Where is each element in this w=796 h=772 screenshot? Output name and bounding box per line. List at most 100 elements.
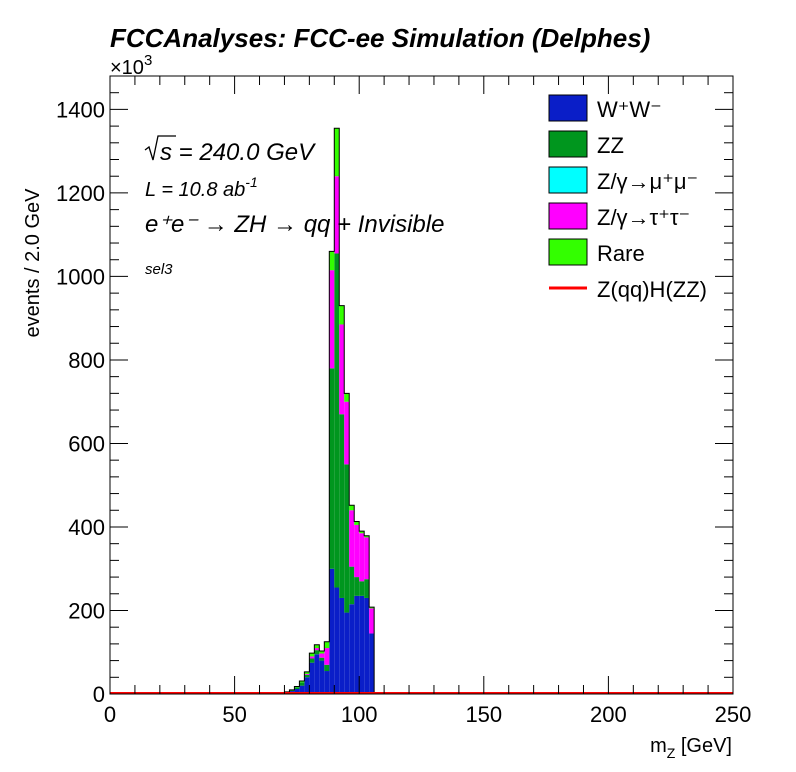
x-tick-label: 100 bbox=[341, 702, 378, 727]
x-tick-label: 150 bbox=[465, 702, 502, 727]
bar-rare-10 bbox=[334, 128, 340, 177]
bar-w-w--8 bbox=[324, 671, 330, 694]
bar-z--7 bbox=[319, 653, 325, 658]
y-tick-label: 200 bbox=[68, 598, 105, 623]
legend-label-w-w-: W⁺W⁻ bbox=[597, 97, 662, 122]
bar-z--17 bbox=[369, 608, 375, 634]
bar-z--8 bbox=[324, 648, 330, 665]
bar-z--6 bbox=[314, 648, 320, 651]
x-tick-label: 200 bbox=[590, 702, 627, 727]
legend-label-zz: ZZ bbox=[597, 133, 624, 158]
bar-rare-6 bbox=[314, 644, 320, 649]
x-tick-label: 0 bbox=[104, 702, 116, 727]
bar-rare-12 bbox=[344, 393, 350, 402]
bar-w-w--17 bbox=[369, 633, 375, 694]
bar-w-w--4 bbox=[304, 677, 310, 694]
x-tick-label: 50 bbox=[222, 702, 246, 727]
x-axis: 0 50 100 150 200 250 bbox=[104, 76, 751, 727]
bar-rare-3 bbox=[299, 681, 305, 683]
bar-w-w--12 bbox=[344, 612, 350, 694]
process-annotation: e⁺e⁻ → ZH → qq + Invisible bbox=[145, 211, 444, 238]
bar-zz-15 bbox=[359, 581, 365, 596]
legend-swatch-zz bbox=[548, 130, 588, 158]
bar-z--12 bbox=[344, 401, 350, 465]
bar-rare-16 bbox=[364, 535, 370, 538]
bar-zz-1 bbox=[289, 690, 295, 692]
bar-w-w--10 bbox=[334, 587, 340, 694]
bar-zz-8 bbox=[324, 664, 330, 672]
selection-annotation: sel3 bbox=[145, 261, 173, 278]
stack-outline bbox=[283, 127, 375, 694]
y-tick-label: 800 bbox=[68, 348, 105, 373]
bar-rare-13 bbox=[349, 505, 355, 511]
y-tick-label: 0 bbox=[93, 682, 105, 707]
bar-zz-7 bbox=[319, 657, 325, 661]
legend-swatch-w-w- bbox=[548, 94, 588, 122]
bar-zz-16 bbox=[364, 579, 370, 598]
y-axis: 0 200 400 600 800 1000 1200 1400 bbox=[56, 75, 733, 707]
bar-zz-5 bbox=[309, 658, 315, 663]
bar-z--5 bbox=[309, 656, 315, 659]
bar-z--13 bbox=[349, 510, 355, 567]
bar-zz-12 bbox=[344, 464, 350, 613]
bar-z--9 bbox=[329, 270, 335, 369]
bar-w-w--7 bbox=[319, 660, 325, 694]
bar-w-w--16 bbox=[364, 597, 370, 694]
bar-zz-4 bbox=[304, 674, 310, 678]
bar-w-w--2 bbox=[294, 688, 300, 694]
y-axis-title: events / 2.0 GeV bbox=[22, 188, 44, 338]
sqrt-icon bbox=[144, 135, 176, 161]
bar-w-w--15 bbox=[359, 595, 365, 694]
bar-z--11 bbox=[339, 324, 345, 415]
plot-frame bbox=[109, 75, 734, 695]
bar-rare-5 bbox=[309, 653, 315, 657]
bar-zz-6 bbox=[314, 650, 320, 655]
bar-rare-8 bbox=[324, 641, 330, 649]
bar-rare-7 bbox=[319, 650, 325, 654]
bar-w-w--13 bbox=[349, 604, 355, 694]
y-multiplier: ×103 bbox=[110, 52, 152, 79]
legend: W⁺W⁻ ZZ Z/γ→μ⁺μ⁻ Z/γ→τ⁺τ⁻ Rare Z(qq)H(ZZ) bbox=[548, 94, 707, 302]
bar-w-w--11 bbox=[339, 597, 345, 694]
bar-w-w--6 bbox=[314, 654, 320, 694]
bar-zz-14 bbox=[354, 577, 360, 596]
x-axis-title: mZ [GeV] bbox=[650, 735, 732, 761]
bar-zz-13 bbox=[349, 566, 355, 605]
bar-rare-4 bbox=[304, 671, 310, 674]
legend-label-z-: Z/γ→μ⁺μ⁻ bbox=[597, 169, 698, 194]
bar-zz-3 bbox=[299, 682, 305, 686]
y-tick-label: 1000 bbox=[56, 264, 105, 289]
y-tick-label: 1400 bbox=[56, 97, 105, 122]
chart-title: FCCAnalyses: FCC-ee Simulation (Delphes) bbox=[110, 23, 650, 53]
bar-z--10 bbox=[334, 176, 340, 254]
bar-w-w--3 bbox=[299, 685, 305, 694]
bar-rare-14 bbox=[354, 521, 360, 525]
legend-swatch-z- bbox=[548, 166, 588, 194]
legend-label-z-qq-h-zz-: Z(qq)H(ZZ) bbox=[597, 277, 707, 302]
bar-w-w--14 bbox=[354, 595, 360, 694]
bar-zz-2 bbox=[294, 687, 300, 689]
bar-rare-15 bbox=[359, 531, 365, 534]
bar-z--14 bbox=[354, 524, 360, 578]
bar-rare-17 bbox=[369, 607, 375, 609]
legend-swatch-z- bbox=[548, 202, 588, 230]
legend-label-z-: Z/γ→τ⁺τ⁻ bbox=[597, 205, 690, 230]
bar-z--16 bbox=[364, 537, 370, 580]
sqrt-s-annotation: s = 240.0 GeV bbox=[144, 135, 316, 166]
stacked-bars bbox=[110, 127, 733, 694]
bar-zz-11 bbox=[339, 414, 345, 598]
bar-z--15 bbox=[359, 533, 365, 582]
bar-zz-10 bbox=[334, 253, 340, 588]
bar-z--4 bbox=[304, 673, 310, 675]
legend-swatch-rare bbox=[548, 238, 588, 266]
svg-text:s = 240.0 GeV: s = 240.0 GeV bbox=[160, 139, 316, 166]
bar-rare-9 bbox=[329, 251, 335, 271]
legend-label-rare: Rare bbox=[597, 241, 645, 266]
luminosity-annotation: L = 10.8 ab-1 bbox=[145, 174, 258, 201]
bar-zz-9 bbox=[329, 368, 335, 569]
x-tick-label: 250 bbox=[715, 702, 752, 727]
y-tick-label: 600 bbox=[68, 431, 105, 456]
y-tick-label: 1200 bbox=[56, 181, 105, 206]
bar-w-w--9 bbox=[329, 568, 335, 694]
